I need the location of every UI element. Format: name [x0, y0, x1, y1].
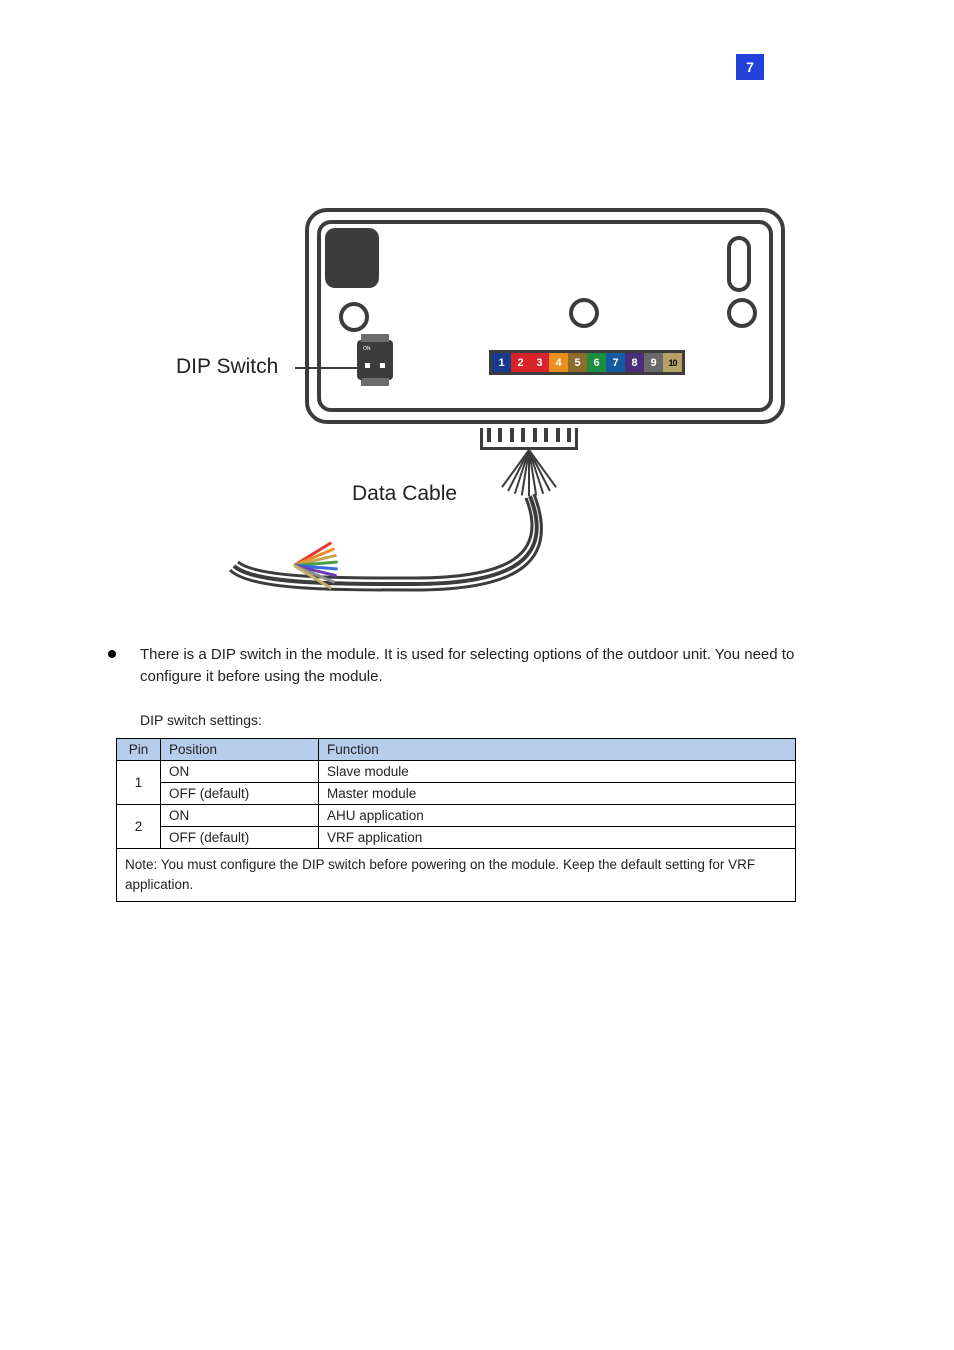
- legend-cell: 5: [568, 353, 587, 372]
- module-diagram: ON 12345678910 DIP Switch Data Cable: [170, 200, 790, 620]
- table-row: 2ONAHU application: [117, 804, 796, 826]
- legend-cell: 10: [663, 353, 682, 372]
- cell-position: OFF (default): [161, 782, 319, 804]
- dark-block: [325, 228, 379, 288]
- wire-color-legend: 12345678910: [489, 350, 685, 375]
- table-caption: DIP switch settings:: [104, 712, 804, 728]
- cell-pin: 1: [117, 760, 161, 804]
- outer-case: ON 12345678910: [305, 208, 785, 424]
- cell-function: AHU application: [319, 804, 796, 826]
- page-number: 7: [746, 59, 754, 75]
- page-number-badge: 7: [736, 54, 764, 80]
- screw-icon: [339, 302, 369, 332]
- header-function: Function: [319, 738, 796, 760]
- legend-cell: 9: [644, 353, 663, 372]
- legend-cell: 3: [530, 353, 549, 372]
- bullet-item: There is a DIP switch in the module. It …: [104, 644, 804, 688]
- table-footnote-row: Note: You must configure the DIP switch …: [117, 848, 796, 902]
- table-row: OFF (default)VRF application: [117, 826, 796, 848]
- cell-position: OFF (default): [161, 826, 319, 848]
- cell-pin: 2: [117, 804, 161, 848]
- cell-position: ON: [161, 760, 319, 782]
- table-footnote: Note: You must configure the DIP switch …: [117, 848, 796, 902]
- dip-switch-table: Pin Position Function 1ONSlave moduleOFF…: [116, 738, 796, 903]
- header-position: Position: [161, 738, 319, 760]
- cable-path: [214, 448, 594, 608]
- dip-switch-icon: ON: [357, 340, 393, 380]
- header-pin: Pin: [117, 738, 161, 760]
- cell-function: Master module: [319, 782, 796, 804]
- table-header-row: Pin Position Function: [117, 738, 796, 760]
- dip-switch-label: DIP Switch: [176, 355, 278, 379]
- legend-cell: 8: [625, 353, 644, 372]
- cell-function: VRF application: [319, 826, 796, 848]
- legend-cell: 2: [511, 353, 530, 372]
- cell-function: Slave module: [319, 760, 796, 782]
- cable-end-fan: [210, 540, 260, 596]
- right-pill: [727, 236, 751, 292]
- dip-leader-line: [295, 367, 361, 369]
- bullet-text: There is a DIP switch in the module. It …: [140, 644, 804, 688]
- table-row: 1ONSlave module: [117, 760, 796, 782]
- data-cable-label: Data Cable: [352, 482, 457, 506]
- cell-position: ON: [161, 804, 319, 826]
- screw-icon: [727, 298, 757, 328]
- content-block: There is a DIP switch in the module. It …: [104, 644, 804, 902]
- screw-icon: [569, 298, 599, 328]
- legend-cell: 1: [492, 353, 511, 372]
- table-row: OFF (default)Master module: [117, 782, 796, 804]
- legend-cell: 6: [587, 353, 606, 372]
- legend-cell: 7: [606, 353, 625, 372]
- legend-cell: 4: [549, 353, 568, 372]
- bullet-dot-icon: [108, 650, 116, 658]
- connector-icon: [480, 428, 578, 450]
